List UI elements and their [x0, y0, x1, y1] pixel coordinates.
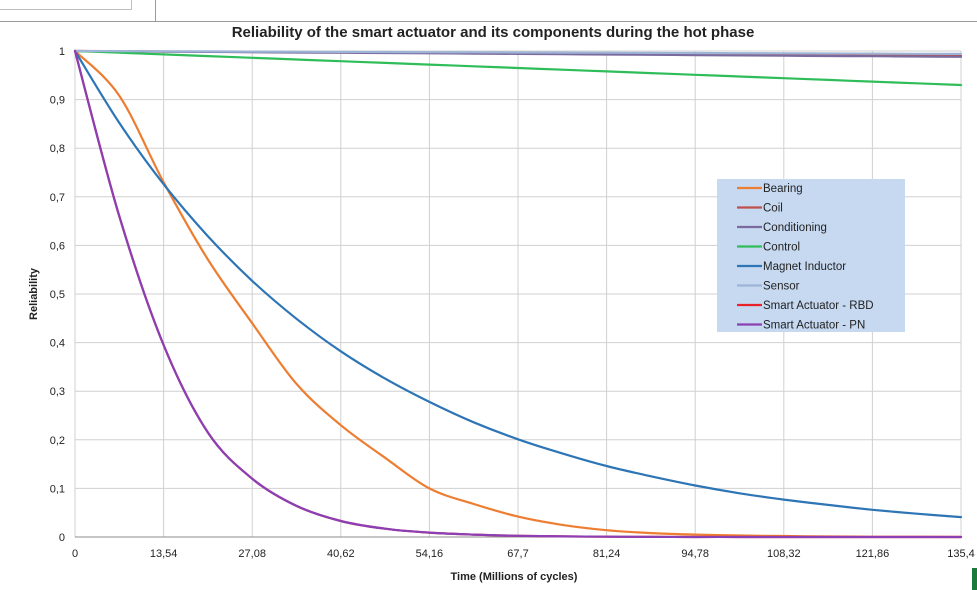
y-tick-label: 0,8 — [50, 143, 65, 155]
legend-label: Coil — [763, 203, 783, 215]
x-tick-label: 108,32 — [767, 548, 801, 560]
sheet-resize-handle — [972, 568, 977, 590]
y-tick-label: 0,1 — [50, 483, 65, 495]
series-lines — [73, 49, 963, 539]
legend-box — [717, 179, 905, 332]
series-line-magnet-inductor — [73, 49, 963, 519]
y-tick-label: 0,2 — [50, 435, 65, 447]
legend-label: Magnet Inductor — [763, 261, 846, 273]
series-line-sensor — [73, 49, 963, 55]
legend-label: Smart Actuator - PN — [763, 320, 865, 332]
y-tick-label: 0,9 — [50, 95, 65, 107]
legend: Bearing Coil Conditioning Control Magnet Ind… — [717, 179, 905, 332]
x-axis-title: Time (Millions of cycles) — [451, 571, 578, 583]
x-tick-label: 40,62 — [327, 548, 355, 560]
y-tick-label: 0,6 — [50, 240, 65, 252]
x-tick-label: 27,08 — [238, 548, 266, 560]
y-tick-label: 1 — [59, 46, 65, 58]
series-line-smart-actuator-pn — [73, 49, 963, 539]
x-tick-label: 94,78 — [681, 548, 709, 560]
legend-label: Bearing — [763, 183, 803, 195]
x-axis-ticks: 0 13,54 27,08 40,62 54,16 67,7 81,24 94,78 108,3… — [72, 548, 975, 560]
legend-label: Conditioning — [763, 222, 827, 234]
series-line-control — [73, 49, 963, 87]
y-tick-label: 0,3 — [50, 386, 65, 398]
x-tick-label: 13,54 — [150, 548, 178, 560]
y-axis-title: Reliability — [28, 267, 40, 320]
x-tick-label: 67,7 — [507, 548, 528, 560]
legend-label: Control — [763, 242, 800, 254]
x-tick-label: 0 — [72, 548, 78, 560]
y-tick-label: 0 — [59, 532, 65, 544]
legend-label: Smart Actuator - RBD — [763, 300, 874, 312]
y-axis-ticks: 0 0,1 0,2 0,3 0,4 0,5 0,6 0,7 0,8 0,9 1 — [50, 46, 65, 544]
y-tick-label: 0,5 — [50, 289, 65, 301]
chart-title: Reliability of the smart actuator and it… — [232, 24, 755, 41]
y-tick-label: 0,4 — [50, 338, 65, 350]
x-tick-label: 81,24 — [593, 548, 621, 560]
x-tick-label: 135,4 — [947, 548, 975, 560]
x-tick-label: 54,16 — [416, 548, 444, 560]
legend-label: Sensor — [763, 281, 800, 293]
y-tick-label: 0,7 — [50, 192, 65, 204]
x-tick-label: 121,86 — [856, 548, 890, 560]
